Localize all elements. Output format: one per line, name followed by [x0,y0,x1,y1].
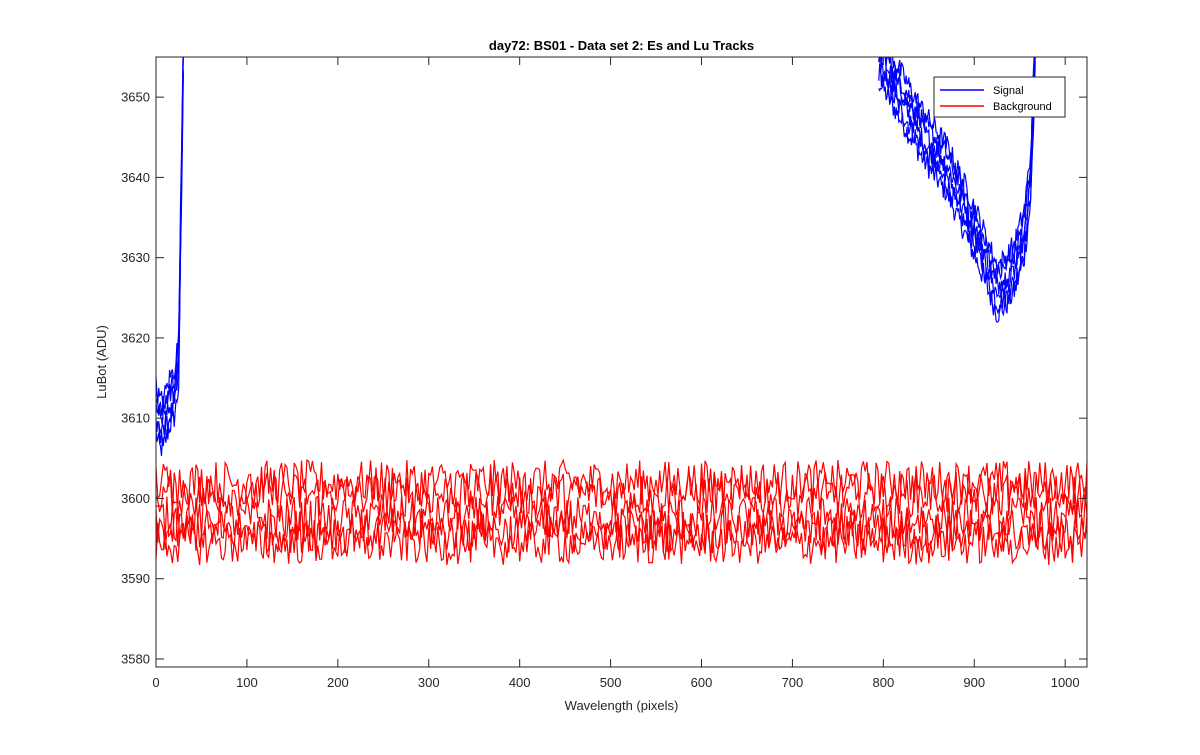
y-tick-label: 3650 [121,90,150,105]
legend-label: Signal [993,85,1024,97]
background-line [156,507,1087,555]
signal-line-right [887,57,1035,277]
background-line [156,495,1087,543]
x-tick-label: 1000 [1051,675,1080,690]
x-tick-label: 800 [872,675,894,690]
y-tick-label: 3630 [121,250,150,265]
x-tick-label: 600 [691,675,713,690]
background-line [156,471,1087,519]
x-tick-label: 100 [236,675,258,690]
signal-line-left [156,57,184,407]
y-tick-label: 3640 [121,170,150,185]
x-tick-label: 300 [418,675,440,690]
y-tick-label: 3600 [121,491,150,506]
background-line [156,458,1087,506]
chart-title: day72: BS01 - Data set 2: Es and Lu Trac… [489,38,754,53]
plot-area [156,57,1087,667]
signal-line-left [156,73,184,457]
x-tick-label: 0 [152,675,159,690]
legend: Signal Background [933,76,1066,118]
y-tick-label: 3610 [121,411,150,426]
series-layer [156,57,1087,566]
x-tick-label: 200 [327,675,349,690]
x-tick-label: 900 [963,675,985,690]
x-axis-label: Wavelength (pixels) [565,698,679,713]
x-tick-label: 700 [782,675,804,690]
plot-frame [155,56,1088,668]
x-tick-label: 400 [509,675,531,690]
axes-layer: 0 100 200 300 400 500 600 700 800 900 1000 3580 3590… [121,57,1087,690]
y-tick-label: 3620 [121,330,150,345]
x-tick-label: 500 [600,675,622,690]
y-axis-label: LuBot (ADU) [94,325,109,399]
legend-label: Background [993,101,1052,113]
background-line [156,518,1087,566]
y-tick-label: 3580 [121,651,150,666]
signal-line-left [156,70,184,447]
legend-box [933,76,1066,118]
y-tick-label: 3590 [121,571,150,586]
